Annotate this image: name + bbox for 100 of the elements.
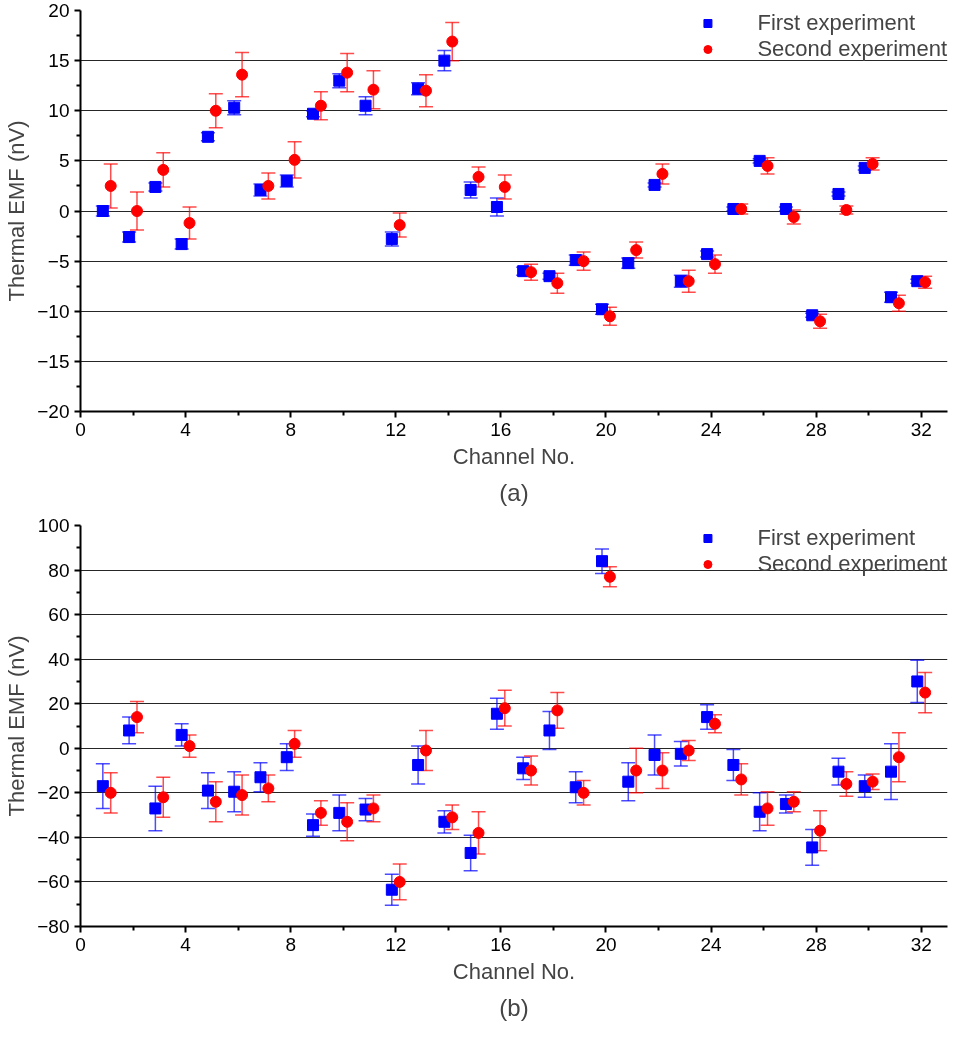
point [209, 795, 222, 808]
point [490, 200, 503, 213]
legend-label: Second experiment [757, 551, 947, 577]
point [209, 104, 222, 117]
point [701, 248, 714, 261]
point [735, 773, 748, 786]
text: (b) [499, 993, 529, 1021]
point [262, 782, 275, 795]
point [314, 806, 327, 819]
point [727, 758, 740, 771]
point [832, 765, 845, 778]
x-axis-title: Channel No. [452, 443, 576, 469]
point [123, 724, 136, 737]
point [307, 819, 320, 832]
y-tick-label: 10 [48, 100, 70, 122]
x-tick-label: 28 [805, 933, 827, 955]
point [577, 786, 590, 799]
point [96, 780, 109, 793]
point [446, 811, 459, 824]
y-tick-label: −20 [37, 782, 70, 804]
point [359, 99, 372, 112]
point [149, 802, 162, 815]
point [761, 802, 774, 815]
point [438, 54, 451, 67]
y-tick-label: 20 [48, 693, 70, 715]
y-tick-label: 5 [58, 150, 70, 172]
point [314, 99, 327, 112]
legend-label: Second experiment [757, 36, 947, 62]
point [464, 846, 477, 859]
point [622, 775, 635, 788]
point [419, 84, 432, 97]
point [648, 748, 661, 761]
y-tick-label: −5 [47, 250, 70, 272]
x-tick-label: 28 [805, 418, 827, 440]
point [472, 170, 485, 183]
point [288, 153, 301, 166]
point [656, 764, 669, 777]
y-tick-label: −40 [37, 826, 70, 848]
x-axis-title: Channel No. [452, 958, 576, 984]
point [419, 744, 432, 757]
x-tick-label: 16 [490, 933, 512, 955]
point [656, 167, 669, 180]
text: (a) [499, 478, 529, 506]
point [385, 883, 398, 896]
point [236, 68, 249, 81]
point [472, 826, 485, 839]
point [175, 728, 188, 741]
point [682, 744, 695, 757]
x-tick-label: 8 [285, 933, 296, 955]
point [885, 765, 898, 778]
x-tick-label: 16 [490, 418, 512, 440]
point [892, 751, 905, 764]
x-tick-label: 20 [595, 933, 617, 955]
point [393, 219, 406, 232]
x-tick-label: 4 [180, 933, 192, 955]
y-tick-label: 15 [48, 50, 70, 72]
y-tick-label: 80 [48, 559, 70, 581]
x-tick-label: 24 [700, 418, 723, 440]
point [708, 717, 721, 730]
point [911, 675, 924, 688]
point [551, 704, 564, 717]
point [280, 751, 293, 764]
point [596, 555, 609, 568]
point [157, 791, 170, 804]
y-tick-label: −80 [37, 916, 70, 937]
y-tick-label: −10 [37, 300, 70, 322]
y-tick-label: −20 [37, 401, 70, 422]
point [183, 740, 196, 753]
y-tick-label: 0 [58, 200, 70, 222]
point [341, 815, 354, 828]
point [603, 310, 616, 323]
point [254, 771, 267, 784]
y-tick-label: −60 [37, 871, 70, 893]
point [333, 806, 346, 819]
x-tick-label: 8 [285, 418, 296, 440]
point [157, 163, 170, 176]
y-tick-label: 40 [48, 648, 70, 670]
x-tick-label: 0 [75, 418, 86, 440]
x-tick-label: 4 [180, 418, 192, 440]
point [551, 277, 564, 290]
x-tick-label: 20 [595, 418, 617, 440]
x-tick-label: 12 [385, 933, 407, 955]
point [367, 802, 380, 815]
x-tick-label: 32 [910, 933, 932, 955]
y-axis-title: Thermal EMF (nV) [4, 635, 30, 817]
x-tick-label: 24 [700, 933, 723, 955]
point [393, 875, 406, 888]
point [708, 258, 721, 271]
y-axis-title: Thermal EMF (nV) [4, 120, 30, 302]
y-tick-label: 100 [37, 515, 70, 536]
point [367, 83, 380, 96]
point [543, 724, 556, 737]
y-tick-label: 20 [48, 0, 70, 21]
point [341, 66, 354, 79]
point [104, 179, 117, 192]
point [498, 180, 511, 193]
point [262, 179, 275, 192]
point [104, 786, 117, 799]
point [814, 824, 827, 837]
y-tick-label: −15 [37, 350, 70, 372]
